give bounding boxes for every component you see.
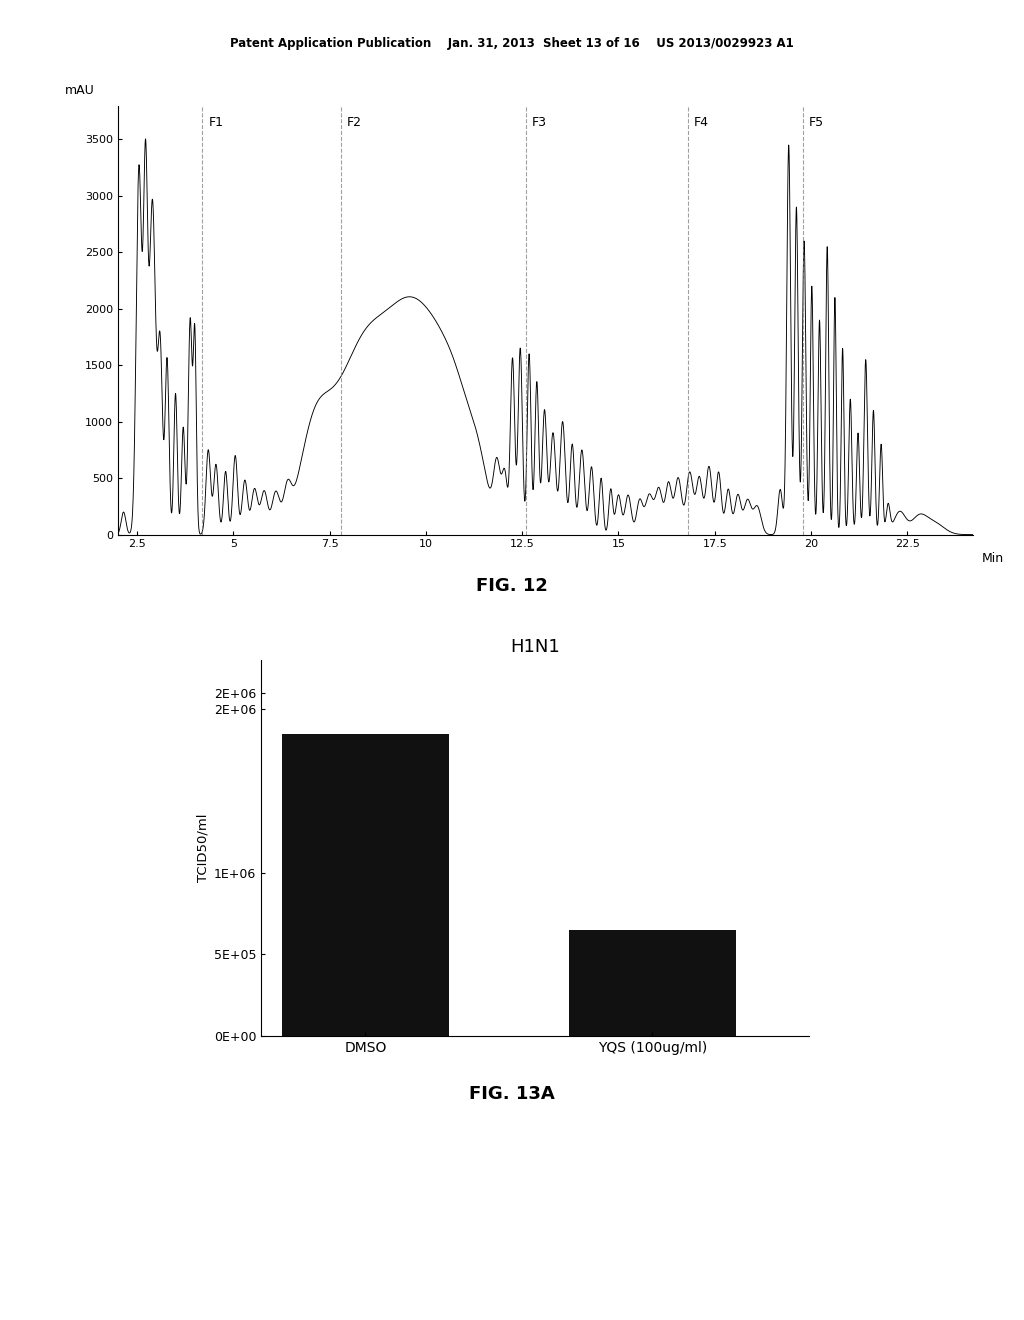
Bar — [282, 734, 449, 1036]
Text: F2: F2 — [347, 116, 361, 129]
Bar — [569, 929, 736, 1036]
Text: FIG. 12: FIG. 12 — [476, 577, 548, 595]
Y-axis label: TCID50/ml: TCID50/ml — [197, 814, 210, 882]
Text: mAU: mAU — [65, 84, 94, 98]
Text: F4: F4 — [693, 116, 709, 129]
Text: FIG. 13A: FIG. 13A — [469, 1085, 555, 1104]
Text: F1: F1 — [208, 116, 223, 129]
Title: H1N1: H1N1 — [510, 638, 560, 656]
Text: Patent Application Publication    Jan. 31, 2013  Sheet 13 of 16    US 2013/00299: Patent Application Publication Jan. 31, … — [230, 37, 794, 50]
Text: F5: F5 — [809, 116, 824, 129]
Text: F3: F3 — [531, 116, 547, 129]
Text: Min: Min — [981, 552, 1004, 565]
